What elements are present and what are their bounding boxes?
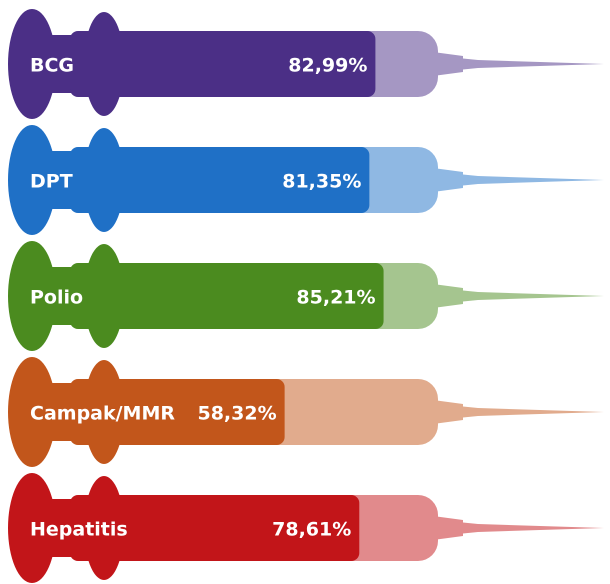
needle: [458, 290, 604, 302]
needle: [458, 522, 604, 534]
barrel-tip: [433, 516, 463, 540]
value-label: 58,32%: [197, 403, 276, 425]
barrel-tip: [433, 400, 463, 424]
barrel-tip: [433, 284, 463, 308]
needle: [458, 174, 604, 186]
barrel-tip: [433, 168, 463, 192]
value-label: 82,99%: [288, 55, 367, 77]
bar: [70, 31, 376, 97]
bar: [70, 263, 384, 329]
bar: [70, 147, 370, 213]
value-label: 81,35%: [282, 171, 361, 193]
category-label: Hepatitis: [30, 519, 128, 541]
category-label: BCG: [30, 55, 74, 77]
category-label: Campak/MMR: [30, 403, 175, 425]
bar: [70, 495, 360, 561]
category-label: Polio: [30, 287, 83, 309]
value-label: 85,21%: [296, 287, 375, 309]
bar: [70, 379, 285, 445]
needle: [458, 58, 604, 70]
value-label: 78,61%: [272, 519, 351, 541]
barrel-tip: [433, 52, 463, 76]
category-label: DPT: [30, 171, 73, 193]
needle: [458, 406, 604, 418]
